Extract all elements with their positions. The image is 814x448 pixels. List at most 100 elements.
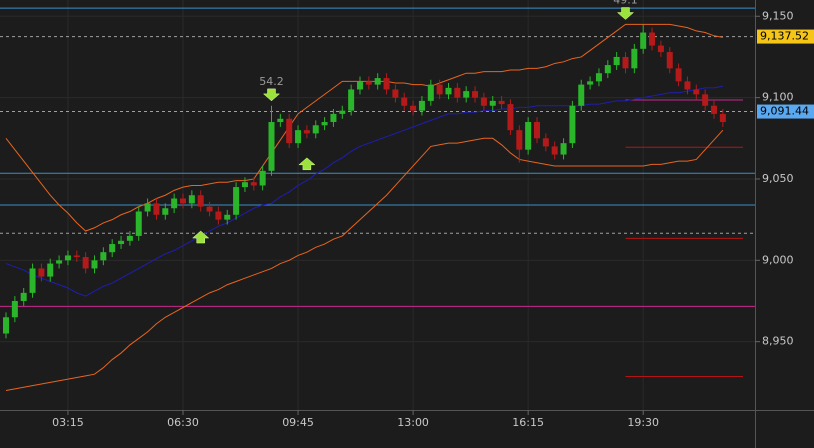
candle-body bbox=[312, 125, 319, 134]
candle-body bbox=[357, 81, 363, 90]
candle-body bbox=[82, 257, 89, 269]
candle-body bbox=[666, 52, 673, 69]
candle-body bbox=[392, 89, 399, 98]
candle-body bbox=[516, 130, 523, 150]
price-tag bbox=[757, 29, 814, 44]
candle-body bbox=[206, 206, 213, 212]
signal-arrow bbox=[192, 230, 210, 244]
candle-body bbox=[711, 105, 717, 114]
price-tag bbox=[757, 104, 814, 119]
candle-body bbox=[56, 260, 63, 264]
candle-body bbox=[109, 244, 116, 253]
candle-body bbox=[684, 81, 691, 90]
candle-body bbox=[587, 81, 594, 85]
candle-body bbox=[91, 260, 98, 269]
candle-body bbox=[383, 78, 390, 90]
candle-body bbox=[118, 240, 125, 245]
candle-body bbox=[11, 300, 18, 318]
candle-body bbox=[38, 268, 45, 277]
candle-body bbox=[374, 78, 381, 85]
candle-body bbox=[64, 255, 71, 261]
signal-arrow bbox=[616, 7, 635, 20]
candle-body bbox=[534, 122, 540, 139]
x-tick-label: 06:30 bbox=[167, 416, 199, 429]
candle-body bbox=[144, 203, 151, 212]
candle-body bbox=[640, 32, 647, 49]
signal-label: 54.2 bbox=[259, 75, 284, 88]
candle-body bbox=[631, 48, 638, 69]
candle-body bbox=[436, 84, 443, 95]
candle-body bbox=[153, 203, 160, 215]
candle-body bbox=[427, 84, 434, 101]
candle-body bbox=[507, 104, 514, 131]
candle-body bbox=[604, 65, 611, 74]
candle-body bbox=[100, 252, 107, 261]
candle-body bbox=[29, 268, 36, 293]
candle-body bbox=[463, 91, 470, 98]
x-tick-label: 13:00 bbox=[397, 416, 429, 429]
indicator-line bbox=[5, 129, 724, 391]
candle-body bbox=[622, 56, 629, 69]
candle-body bbox=[303, 130, 310, 134]
candle-body bbox=[348, 89, 355, 111]
candle-body bbox=[595, 73, 602, 82]
candle-body bbox=[250, 182, 257, 186]
candle-body bbox=[542, 138, 549, 147]
candle-body bbox=[401, 97, 408, 106]
x-tick-label: 19:30 bbox=[627, 416, 659, 429]
candle-body bbox=[418, 100, 425, 111]
candle-body bbox=[489, 100, 496, 106]
indicator-line bbox=[5, 23, 723, 232]
candle-body bbox=[613, 56, 620, 66]
candle-body bbox=[649, 32, 656, 46]
candle-body bbox=[286, 118, 293, 144]
candle-body bbox=[339, 110, 346, 114]
candle-body bbox=[675, 68, 682, 82]
candle-body bbox=[126, 235, 133, 241]
candle-body bbox=[188, 195, 195, 204]
candle-body bbox=[454, 87, 461, 98]
x-tick-label: 16:15 bbox=[512, 416, 544, 429]
candle-body bbox=[47, 263, 54, 277]
x-tick-label: 09:45 bbox=[282, 416, 314, 429]
price-tag-label: 9,091.44 bbox=[760, 105, 809, 118]
candle-body bbox=[719, 113, 726, 123]
candle-body bbox=[551, 146, 558, 155]
candle-body bbox=[693, 89, 700, 95]
candle-body bbox=[410, 105, 417, 111]
candle-body bbox=[657, 45, 664, 53]
candle-body bbox=[233, 187, 240, 215]
candle-body bbox=[295, 130, 302, 144]
candle-body bbox=[180, 198, 186, 204]
y-tick-label: 9,150 bbox=[762, 9, 794, 22]
y-tick-label: 9,000 bbox=[762, 253, 794, 266]
indicator-line bbox=[5, 85, 723, 297]
candle-body bbox=[472, 91, 479, 98]
candle-body bbox=[215, 211, 222, 220]
candle-body bbox=[330, 113, 337, 123]
candle-body bbox=[20, 292, 27, 301]
candle-body bbox=[135, 211, 142, 236]
y-tick-label: 9,050 bbox=[762, 172, 794, 185]
candle-body bbox=[241, 182, 248, 188]
candle-body bbox=[73, 255, 80, 258]
candle-body bbox=[480, 97, 487, 106]
candle-body bbox=[268, 122, 275, 171]
candle-body bbox=[578, 84, 585, 106]
x-tick-label: 03:15 bbox=[52, 416, 84, 429]
price-tag-label: 9,137.52 bbox=[760, 30, 809, 43]
candle-body bbox=[365, 81, 372, 85]
signal-arrow bbox=[262, 88, 281, 102]
candle-body bbox=[445, 87, 452, 95]
candle-body bbox=[321, 122, 328, 126]
candle-body bbox=[259, 170, 266, 186]
signal-label: 49.1 bbox=[613, 0, 638, 7]
candle-body bbox=[197, 195, 204, 207]
candle-body bbox=[702, 94, 709, 106]
candle-body bbox=[525, 122, 532, 150]
candle-body bbox=[224, 214, 231, 220]
y-tick-label: 9,100 bbox=[762, 91, 794, 104]
y-tick-label: 8,950 bbox=[762, 335, 794, 348]
